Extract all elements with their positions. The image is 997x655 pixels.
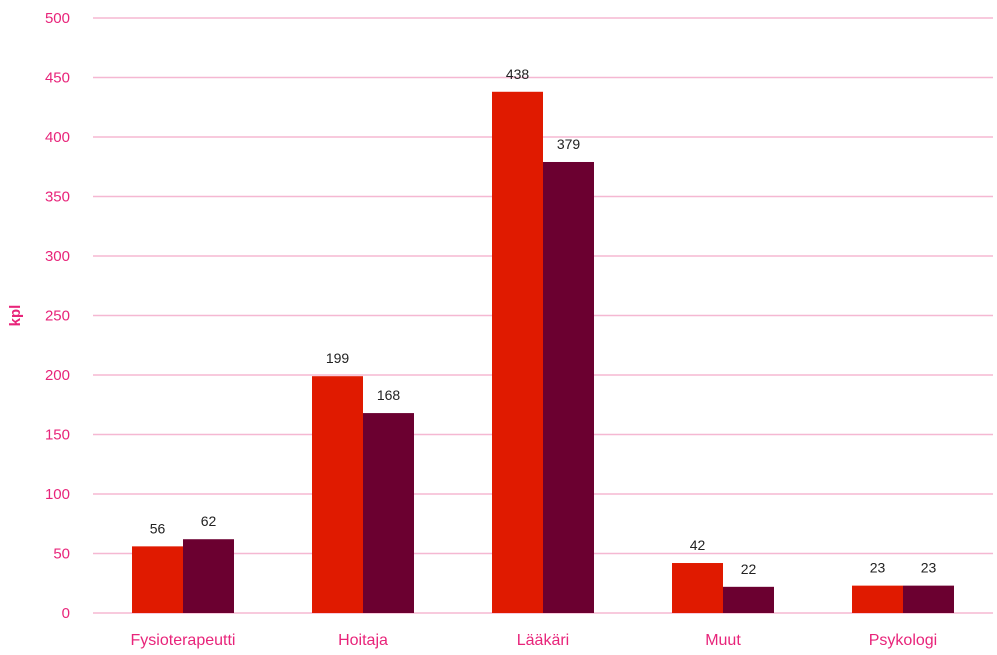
x-category-label: Fysioterapeutti (131, 632, 236, 649)
bar (543, 162, 594, 613)
bar (852, 586, 903, 613)
y-tick-label: 0 (62, 605, 70, 622)
y-tick-label: 50 (53, 546, 70, 563)
y-tick-label: 350 (45, 189, 70, 206)
y-axis-title: kpl (7, 305, 24, 327)
data-label: 62 (201, 513, 217, 529)
bar (132, 546, 183, 613)
y-tick-label: 250 (45, 308, 70, 325)
y-tick-label: 400 (45, 129, 70, 146)
data-label: 379 (557, 136, 581, 152)
data-label: 199 (326, 350, 350, 366)
data-label: 22 (741, 561, 757, 577)
x-axis-categories: Fysioterapeutti Hoitaja Lääkäri Muut Psykolo… (131, 632, 938, 649)
x-category-label: Hoitaja (338, 632, 388, 649)
data-label: 23 (870, 560, 886, 576)
y-tick-label: 500 (45, 10, 70, 27)
x-category-label: Psykologi (869, 632, 937, 649)
y-axis-ticks: 0 50 100 150 200 250 300 350 400 450 500 (45, 10, 70, 622)
bar (903, 586, 954, 613)
data-label: 42 (690, 537, 706, 553)
bar (183, 539, 234, 613)
data-label: 23 (921, 560, 937, 576)
bar (363, 413, 414, 613)
y-tick-label: 200 (45, 367, 70, 384)
bar (723, 587, 774, 613)
x-category-label: Lääkäri (517, 632, 569, 649)
data-label: 438 (506, 66, 530, 82)
bar (312, 376, 363, 613)
data-label: 168 (377, 387, 401, 403)
y-tick-label: 300 (45, 248, 70, 265)
x-category-label: Muut (705, 632, 741, 649)
bar (672, 563, 723, 613)
bar (492, 92, 543, 613)
y-tick-label: 150 (45, 427, 70, 444)
y-tick-label: 100 (45, 486, 70, 503)
data-label: 56 (150, 520, 166, 536)
bars (132, 92, 954, 613)
y-tick-label: 450 (45, 70, 70, 87)
